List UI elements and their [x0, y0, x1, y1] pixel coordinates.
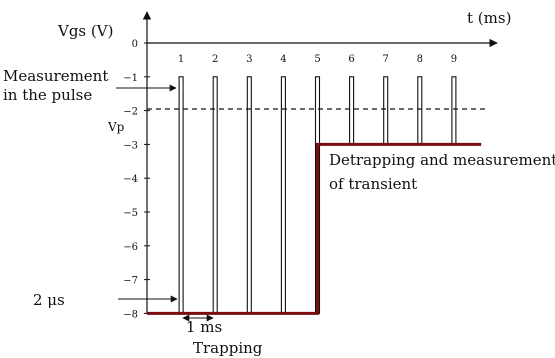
- vp-label: Vp: [107, 120, 125, 134]
- x-tick-label: 3: [246, 54, 252, 65]
- detrapping-label-1: Detrapping and measurement: [329, 151, 555, 169]
- y-ticks: 0 −1 −2 −3 −4 −5 −6 −7 −8: [123, 39, 150, 320]
- x-ticks: 1 2 3 4 5 6 7 8 9: [178, 54, 457, 65]
- pulse: [451, 76, 457, 145]
- pulse: [280, 76, 286, 314]
- y-tick-label: −5: [123, 208, 138, 219]
- y-tick-label: −2: [123, 107, 138, 118]
- x-tick-label: 8: [417, 54, 423, 65]
- measurement-label-2: in the pulse: [3, 86, 92, 104]
- y-tick-label: −8: [123, 309, 138, 320]
- y-tick-label: −1: [123, 73, 138, 84]
- x-tick-label: 7: [383, 54, 389, 65]
- x-tick-label: 1: [178, 54, 184, 65]
- x-tick-label: 5: [314, 54, 320, 65]
- y-tick-label: −3: [123, 140, 138, 151]
- x-axis-label: t (ms): [467, 9, 511, 27]
- period-label: 1 ms: [186, 318, 222, 336]
- bias-waveform: [147, 142, 482, 315]
- x-tick-label: 6: [348, 54, 354, 65]
- x-tick-label: 9: [451, 54, 457, 65]
- pulse: [246, 76, 252, 314]
- pulse: [349, 76, 355, 145]
- pulse: [383, 76, 389, 145]
- x-tick-label: 4: [280, 54, 286, 65]
- pulse: [212, 76, 218, 314]
- trapping-label: Trapping: [193, 339, 263, 357]
- y-tick-label: −4: [123, 174, 138, 185]
- pulse-width-label: 2 μs: [33, 291, 65, 309]
- pulse: [417, 76, 423, 145]
- y-tick-label: −6: [123, 242, 138, 253]
- y-axis-label: Vgs (V): [57, 22, 113, 40]
- pulse: [178, 76, 184, 314]
- y-tick-label: 0: [132, 39, 138, 50]
- x-tick-label: 2: [212, 54, 218, 65]
- detrapping-label-2: of transient: [329, 175, 417, 193]
- measurement-label-1: Measurement: [3, 67, 108, 85]
- y-tick-label: −7: [123, 276, 138, 287]
